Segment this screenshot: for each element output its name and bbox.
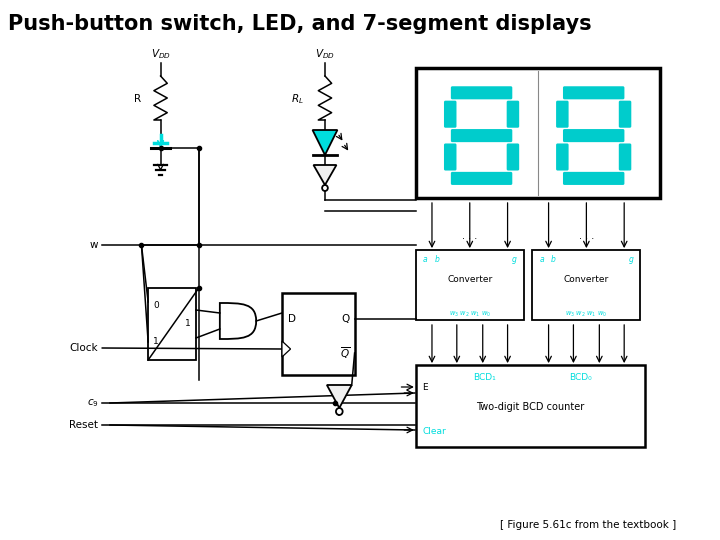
- Polygon shape: [312, 130, 338, 155]
- Text: . . .: . . .: [579, 231, 594, 241]
- Bar: [415, 250, 523, 320]
- Text: Reset: Reset: [69, 420, 99, 430]
- FancyBboxPatch shape: [507, 144, 519, 171]
- FancyBboxPatch shape: [563, 172, 624, 185]
- FancyBboxPatch shape: [451, 129, 513, 142]
- FancyBboxPatch shape: [563, 86, 624, 99]
- Text: Clear: Clear: [423, 427, 446, 435]
- Text: BCD₁: BCD₁: [473, 373, 496, 382]
- Bar: [532, 250, 640, 320]
- Circle shape: [322, 185, 328, 191]
- FancyBboxPatch shape: [507, 100, 519, 128]
- Text: . . .: . . .: [462, 231, 477, 241]
- Text: $R_L$: $R_L$: [291, 92, 304, 106]
- Text: Converter: Converter: [564, 275, 609, 284]
- Text: 1: 1: [153, 338, 158, 347]
- Bar: [282, 293, 355, 375]
- FancyBboxPatch shape: [556, 100, 569, 128]
- Polygon shape: [313, 165, 336, 185]
- Text: [ Figure 5.61c from the textbook ]: [ Figure 5.61c from the textbook ]: [500, 520, 677, 530]
- Text: g: g: [512, 255, 517, 264]
- Bar: [148, 288, 196, 360]
- Text: 0: 0: [153, 301, 158, 310]
- Polygon shape: [327, 385, 352, 408]
- Text: BCD₀: BCD₀: [570, 373, 593, 382]
- Text: a: a: [423, 255, 428, 264]
- Bar: [415, 365, 645, 447]
- Polygon shape: [282, 341, 291, 357]
- FancyBboxPatch shape: [451, 86, 513, 99]
- Text: Push-button switch, LED, and 7-segment displays: Push-button switch, LED, and 7-segment d…: [8, 14, 591, 34]
- Text: $w_3\ w_2\ w_1\ w_0$: $w_3\ w_2\ w_1\ w_0$: [565, 309, 608, 319]
- Circle shape: [336, 408, 343, 415]
- Text: b: b: [434, 255, 439, 264]
- Text: $c_9$: $c_9$: [86, 397, 99, 409]
- Text: $\overline{Q}$: $\overline{Q}$: [340, 345, 350, 361]
- Bar: [415, 68, 660, 198]
- Text: Converter: Converter: [447, 275, 492, 284]
- Text: R: R: [135, 94, 141, 104]
- Text: E: E: [423, 382, 428, 392]
- Text: a: a: [539, 255, 544, 264]
- Text: g: g: [629, 255, 634, 264]
- Text: Two-digit BCD counter: Two-digit BCD counter: [477, 402, 585, 412]
- PathPatch shape: [220, 303, 256, 339]
- FancyBboxPatch shape: [618, 100, 631, 128]
- FancyBboxPatch shape: [451, 172, 513, 185]
- Text: Clock: Clock: [70, 343, 99, 353]
- FancyBboxPatch shape: [556, 144, 569, 171]
- Text: 1: 1: [186, 320, 192, 328]
- FancyBboxPatch shape: [444, 100, 456, 128]
- FancyBboxPatch shape: [444, 144, 456, 171]
- Text: D: D: [287, 314, 295, 324]
- Text: Q: Q: [341, 314, 349, 324]
- Text: $V_{DD}$: $V_{DD}$: [315, 47, 335, 61]
- Text: $w_3\ w_2\ w_1\ w_0$: $w_3\ w_2\ w_1\ w_0$: [449, 309, 491, 319]
- FancyBboxPatch shape: [563, 129, 624, 142]
- FancyBboxPatch shape: [618, 144, 631, 171]
- Text: w: w: [90, 240, 99, 250]
- Text: $V_{DD}$: $V_{DD}$: [150, 47, 171, 61]
- Text: b: b: [551, 255, 556, 264]
